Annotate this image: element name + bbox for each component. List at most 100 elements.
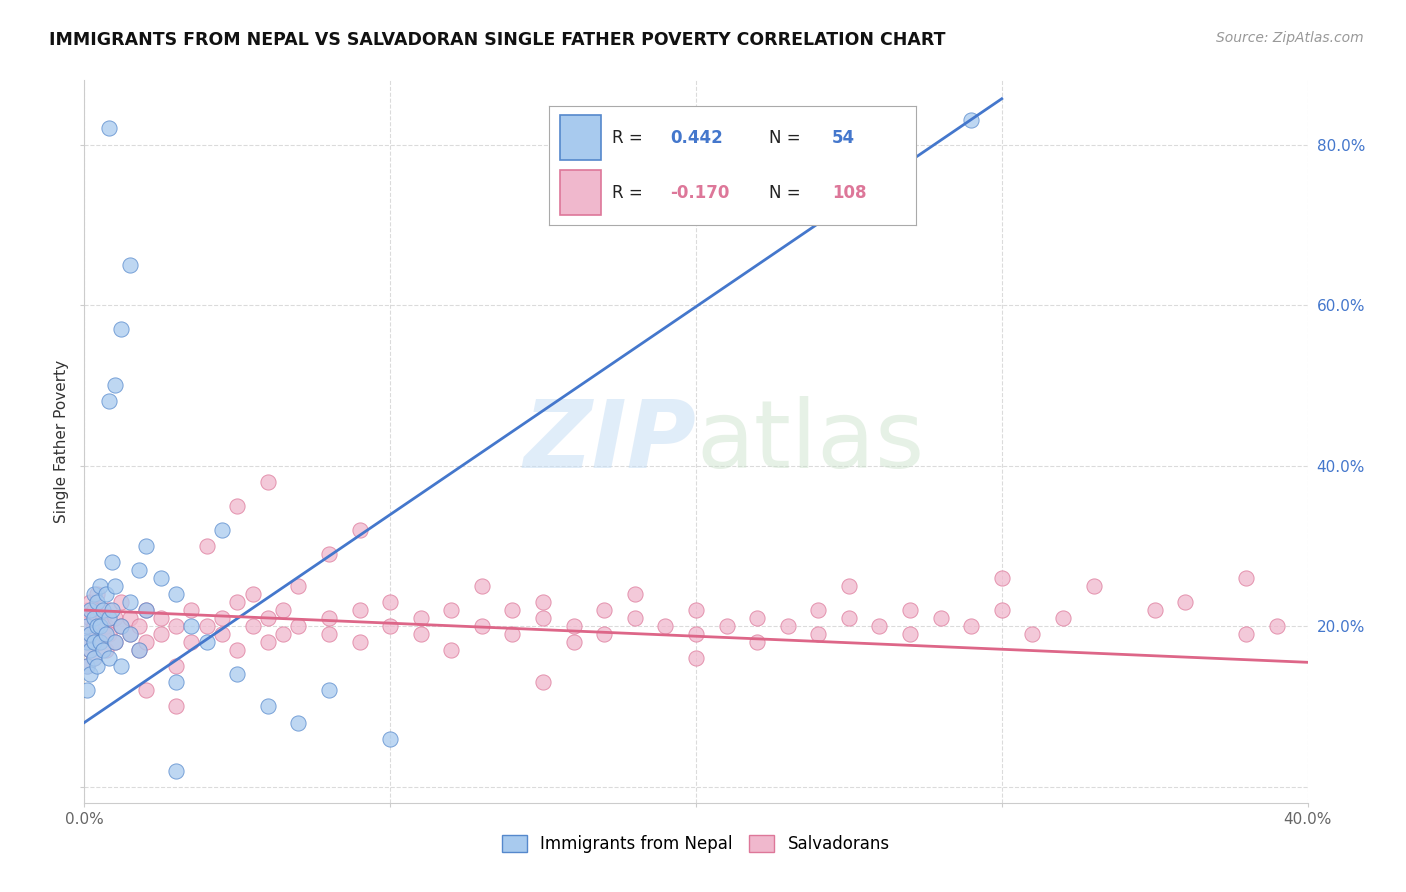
Point (89, 619, 111, 633)
Point (97, 394, 120, 409)
Point (165, 675, 187, 690)
Point (128, 563, 150, 577)
Point (128, 643, 150, 657)
Point (76, 619, 98, 633)
Text: IMMIGRANTS FROM NEPAL VS SALVADORAN SINGLE FATHER POVERTY CORRELATION CHART: IMMIGRANTS FROM NEPAL VS SALVADORAN SING… (49, 31, 946, 49)
Point (83, 587, 105, 601)
Point (471, 579, 494, 593)
Point (104, 378, 127, 392)
Point (380, 595, 402, 609)
Point (685, 603, 707, 617)
Point (91, 603, 114, 617)
Point (257, 699, 280, 714)
Point (409, 611, 432, 625)
Point (86, 627, 108, 641)
Point (318, 683, 340, 698)
Point (380, 619, 402, 633)
Point (929, 611, 952, 625)
Point (195, 539, 218, 553)
Point (128, 643, 150, 657)
Point (380, 731, 402, 746)
Point (318, 611, 340, 625)
Point (287, 619, 309, 633)
Point (165, 764, 187, 778)
Point (242, 619, 264, 633)
Point (79, 611, 101, 625)
Point (838, 611, 860, 625)
Point (97, 611, 120, 625)
Point (94, 619, 117, 633)
Point (180, 603, 202, 617)
Point (257, 635, 280, 649)
Point (135, 603, 157, 617)
Point (89, 635, 111, 649)
Point (409, 627, 432, 641)
Point (747, 611, 769, 625)
Point (195, 619, 218, 633)
Point (180, 619, 202, 633)
Point (94, 587, 117, 601)
Point (624, 611, 647, 625)
Point (86, 619, 108, 633)
Point (991, 603, 1014, 617)
Point (471, 619, 494, 633)
Point (838, 579, 860, 593)
Point (287, 579, 309, 593)
Point (287, 715, 309, 730)
Point (76, 603, 98, 617)
Point (104, 635, 127, 649)
Point (76, 659, 98, 673)
Point (257, 475, 280, 489)
Point (747, 635, 769, 649)
Point (776, 619, 799, 633)
Point (165, 659, 187, 673)
Point (97, 651, 120, 665)
Point (716, 619, 738, 633)
Point (165, 699, 187, 714)
Point (135, 683, 157, 698)
Point (1265, 619, 1288, 633)
Point (79, 627, 101, 641)
Point (76, 635, 98, 649)
Point (120, 627, 142, 641)
Point (120, 258, 142, 272)
Point (91, 627, 114, 641)
Point (89, 619, 111, 633)
Point (562, 619, 585, 633)
Point (502, 603, 524, 617)
Point (318, 547, 340, 561)
Point (531, 595, 554, 609)
Point (91, 611, 114, 625)
Point (502, 627, 524, 641)
Point (257, 611, 280, 625)
Point (440, 643, 463, 657)
Point (110, 619, 132, 633)
Text: ZIP: ZIP (523, 395, 696, 488)
Point (1143, 603, 1166, 617)
Point (110, 659, 132, 673)
Point (226, 667, 249, 681)
Point (76, 659, 98, 673)
Point (97, 627, 120, 641)
Point (165, 587, 187, 601)
Point (83, 611, 105, 625)
Point (83, 603, 105, 617)
Point (79, 595, 101, 609)
Point (960, 113, 983, 128)
Point (79, 667, 101, 681)
Y-axis label: Single Father Poverty: Single Father Poverty (53, 360, 69, 523)
Text: atlas: atlas (696, 395, 924, 488)
Point (531, 611, 554, 625)
Point (104, 579, 127, 593)
Point (89, 579, 111, 593)
Point (1174, 595, 1197, 609)
Point (654, 619, 676, 633)
Point (226, 499, 249, 513)
Point (211, 627, 233, 641)
Point (349, 603, 371, 617)
Point (76, 619, 98, 633)
Point (593, 627, 616, 641)
Point (135, 635, 157, 649)
Point (89, 635, 111, 649)
Point (128, 619, 150, 633)
